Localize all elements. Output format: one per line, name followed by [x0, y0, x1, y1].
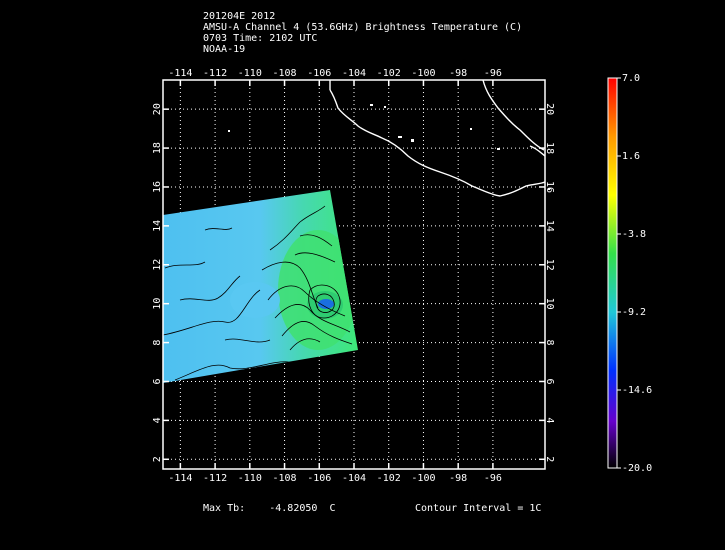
colorbar-label: 1.6 [622, 151, 640, 162]
lat-label: 10 [544, 298, 555, 310]
lon-label: -104 [342, 68, 366, 79]
lat-label: 4 [152, 417, 163, 423]
colorbar-ramp [607, 77, 618, 469]
contour-interval-label: Contour Interval = 1C [415, 503, 542, 514]
colorbar: 7.0 1.6 -3.8 -9.2 -14.6 -20.0 [607, 73, 652, 474]
lon-label: -96 [484, 473, 502, 484]
lat-label: 4 [544, 417, 555, 423]
lat-label: 6 [152, 378, 163, 384]
lon-label: -110 [238, 473, 262, 484]
lat-labels-left: 2 4 6 8 10 12 14 16 18 20 [152, 103, 163, 462]
colorbar-label: -3.8 [622, 229, 646, 240]
lat-label: 8 [152, 340, 163, 346]
lon-labels-bottom: -114 -112 -110 -108 -106 -104 -102 -100 -98 -96 [168, 473, 502, 484]
colorbar-label: -20.0 [622, 463, 652, 474]
cold-spot [318, 299, 334, 309]
lon-label: -112 [203, 68, 227, 79]
lon-label: -96 [484, 68, 502, 79]
contour-lines [163, 205, 353, 381]
lat-label: 18 [544, 142, 555, 154]
satellite-swath [163, 190, 358, 383]
colorbar-label: -9.2 [622, 307, 646, 318]
chart-header: 201204E 2012 AMSU-A Channel 4 (53.6GHz) B… [203, 11, 522, 55]
colorbar-label: 7.0 [622, 73, 640, 84]
lon-label: -100 [411, 473, 435, 484]
product-title: AMSU-A Channel 4 (53.6GHz) Brightness Te… [203, 22, 523, 33]
lon-label: -114 [168, 473, 192, 484]
coastline [329, 79, 546, 197]
cyan-pocket [230, 282, 280, 318]
lat-label: 20 [152, 103, 163, 115]
lat-label: 2 [544, 456, 555, 462]
lon-label: -98 [449, 68, 467, 79]
grid-lines [163, 80, 545, 469]
storm-title: 201204E 2012 [203, 11, 276, 22]
warm-area [278, 230, 358, 350]
lat-label: 8 [544, 340, 555, 346]
island-specks [228, 104, 550, 190]
max-tb-readout: Max Tb: -4.82050 C [203, 503, 336, 514]
lat-label: 12 [544, 259, 555, 271]
lon-label: -100 [411, 68, 435, 79]
lat-label: 14 [152, 220, 163, 232]
colorbar-ticks: 7.0 1.6 -3.8 -9.2 -14.6 -20.0 [617, 73, 652, 474]
lat-label: 16 [152, 181, 163, 193]
colorbar-label: -14.6 [622, 385, 652, 396]
frame-ticks [163, 80, 545, 469]
lat-label: 12 [152, 259, 163, 271]
lat-label: 14 [544, 220, 555, 232]
lon-label: -110 [238, 68, 262, 79]
max-tb-value: -4.82050 [269, 503, 318, 514]
satellite-label: NOAA-19 [203, 44, 246, 55]
max-tb-unit: C [329, 503, 336, 514]
lat-labels-right: 2 4 6 8 10 12 14 16 18 20 [544, 103, 555, 462]
lat-label: 10 [152, 298, 163, 310]
max-tb-label: Max Tb: [203, 503, 246, 514]
lon-label: -112 [203, 473, 227, 484]
lon-label: -98 [449, 473, 467, 484]
lon-labels-top: -114 -112 -110 -108 -106 -104 -102 -100 -98 -96 [168, 68, 502, 79]
lon-label: -108 [272, 68, 296, 79]
lat-label: 16 [544, 181, 555, 193]
lat-label: 18 [152, 142, 163, 154]
lon-label: -114 [168, 68, 192, 79]
contour-interval-readout: Contour Interval = 1C [415, 503, 541, 514]
lon-label: -102 [377, 473, 401, 484]
time-label: 0703 Time: 2102 UTC [203, 33, 318, 44]
lat-label: 20 [544, 103, 555, 115]
lon-label: -102 [377, 68, 401, 79]
lat-label: 6 [544, 378, 555, 384]
lat-label: 2 [152, 456, 163, 462]
lon-label: -106 [307, 473, 331, 484]
lon-label: -106 [307, 68, 331, 79]
lon-label: -108 [272, 473, 296, 484]
lon-label: -104 [342, 473, 366, 484]
